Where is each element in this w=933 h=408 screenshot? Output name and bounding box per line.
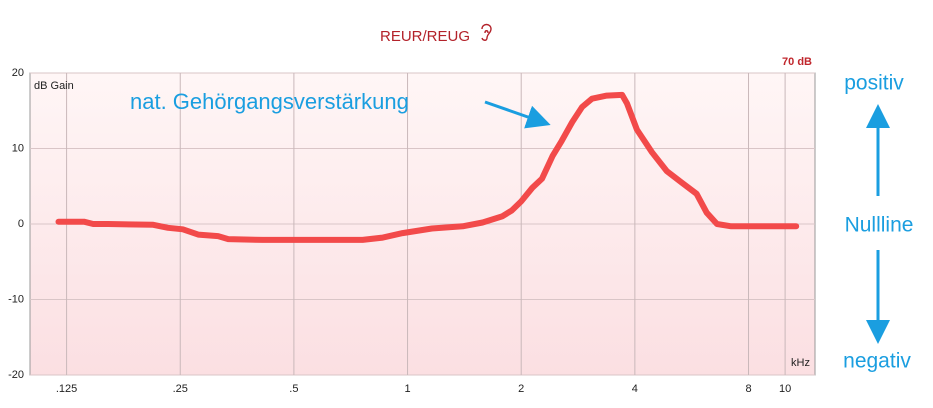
x-tick-label: .25 <box>173 383 188 395</box>
ear-icon <box>481 23 492 41</box>
x-tick-label: 4 <box>632 383 638 395</box>
y-tick-label: 10 <box>12 142 24 154</box>
x-tick-label: 8 <box>745 383 751 395</box>
annotation-arrow <box>484 100 551 129</box>
side-label: negativ <box>843 350 911 373</box>
level-label: 70 dB <box>782 56 812 68</box>
x-tick-label: 2 <box>518 383 524 395</box>
y-axis-label: dB Gain <box>34 80 74 92</box>
y-tick-label: 0 <box>18 218 24 230</box>
y-tick-label: -20 <box>8 369 24 381</box>
y-tick-label: -10 <box>8 293 24 305</box>
x-tick-label: 1 <box>404 383 410 395</box>
data-line <box>55 91 800 243</box>
chart-title: REUR/REUG <box>380 28 470 45</box>
side-label: positiv <box>844 72 904 95</box>
y-tick-label: 20 <box>12 67 24 79</box>
x-tick-label: .125 <box>56 383 77 395</box>
x-axis-label: kHz <box>791 357 810 369</box>
side-label: Nullline <box>845 214 914 237</box>
x-tick-label: 10 <box>779 383 791 395</box>
annotation: nat. Gehörgangsverstärkung <box>130 89 409 114</box>
x-tick-label: .5 <box>289 383 298 395</box>
